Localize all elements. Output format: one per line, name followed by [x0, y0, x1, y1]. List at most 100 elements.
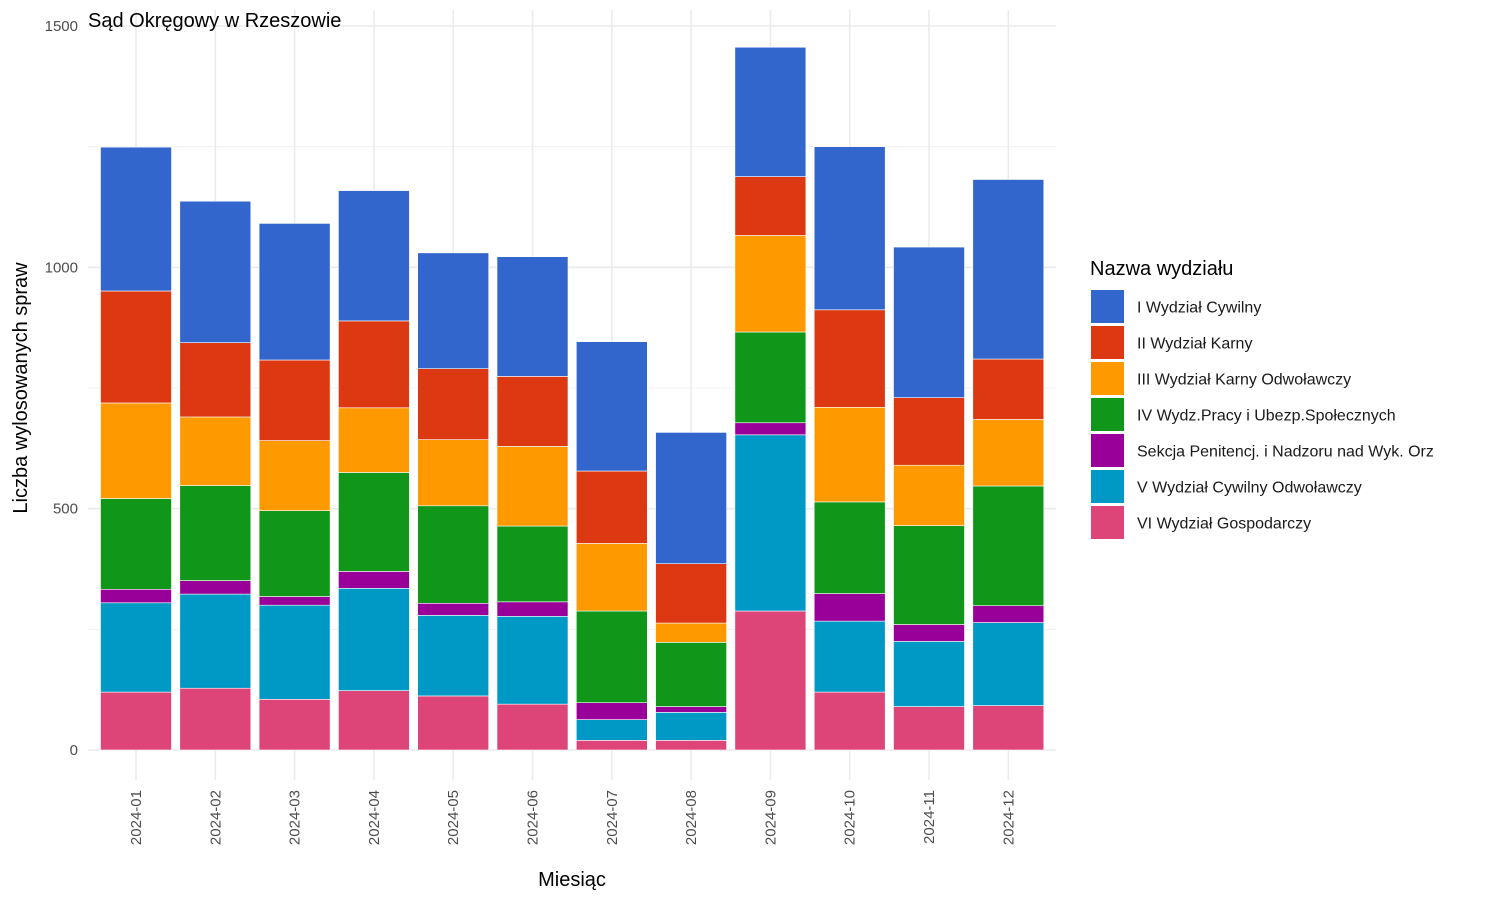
bar-segment	[417, 439, 490, 507]
x-tick-label: 2024-06	[525, 790, 542, 845]
y-tick-label: 500	[53, 501, 78, 518]
bar-segment	[813, 691, 886, 751]
bar-segment	[417, 505, 490, 604]
bar-segment	[100, 498, 172, 590]
bar-segment	[258, 699, 331, 751]
bar-segment	[655, 432, 727, 564]
bar-segment	[338, 588, 410, 691]
bar-segment	[417, 252, 490, 369]
bar-segment	[179, 200, 252, 343]
x-axis-ticks: 2024-01 2024-02 2024-03 2024-04 2024-05 2024-…	[128, 790, 1017, 845]
legend-label: IV Wydz.Pracy i Ubezp.Społecznych	[1137, 408, 1396, 425]
bar-segment	[972, 179, 1045, 360]
legend-key	[1091, 362, 1124, 395]
legend-label: II Wydział Karny	[1137, 336, 1252, 353]
bar-segment	[417, 602, 490, 616]
x-axis-title: Miesiąc	[538, 869, 606, 891]
bar-segment	[893, 397, 965, 466]
bar-segment	[179, 580, 252, 595]
legend-label: V Wydział Cywilny Odwoławczy	[1137, 480, 1362, 497]
x-tick-label: 2024-05	[445, 790, 462, 845]
x-tick-label: 2024-02	[207, 790, 224, 845]
bar-segment	[417, 368, 490, 440]
y-tick-label: 1000	[45, 259, 78, 276]
bar-segment	[258, 440, 331, 511]
bar-segment	[258, 510, 331, 597]
bar-segment	[575, 702, 648, 720]
legend-key	[1091, 326, 1124, 359]
bar-segment	[496, 616, 569, 705]
bar-segment	[575, 543, 648, 612]
bar-segment	[575, 470, 648, 544]
bar-segment	[972, 705, 1045, 751]
bar-segment	[813, 146, 886, 311]
bar-segment	[972, 485, 1045, 606]
bar-segment	[496, 601, 569, 617]
y-axis-title: Liczba wylosowanych spraw	[10, 262, 32, 514]
legend-key	[1091, 470, 1124, 503]
bar-segment	[417, 615, 490, 697]
bar-segment	[972, 605, 1045, 623]
x-tick-label: 2024-03	[287, 790, 304, 845]
x-tick-label: 2024-11	[921, 790, 938, 844]
bar-segment	[338, 190, 410, 322]
x-tick-label: 2024-07	[604, 790, 621, 845]
bar-segment	[893, 525, 965, 625]
bar-segment	[100, 290, 172, 404]
bar-segment	[893, 464, 965, 526]
legend-label: VI Wydział Gospodarczy	[1137, 516, 1311, 533]
y-axis-ticks: 0 500 1000 1500	[45, 18, 78, 759]
bar-segment	[496, 376, 569, 447]
bar-segment	[338, 472, 410, 572]
x-tick-label: 2024-10	[842, 790, 859, 845]
bar-segment	[655, 706, 727, 713]
bar-segment	[655, 642, 727, 707]
bar-segment	[100, 691, 172, 751]
legend-key	[1091, 434, 1124, 467]
bar-segment	[179, 416, 252, 486]
bar-segment	[575, 740, 648, 751]
bar-segment	[417, 695, 490, 751]
bar-segment	[575, 610, 648, 703]
bar-segment	[893, 706, 965, 751]
x-tick-label: 2024-12	[1000, 790, 1017, 845]
bar-segment	[813, 309, 886, 408]
bar-segment	[655, 712, 727, 741]
bar-segment	[575, 719, 648, 741]
bar-segment	[734, 434, 807, 612]
bar-segment	[100, 146, 172, 292]
bar-segment	[100, 588, 172, 604]
bar-segment	[734, 610, 807, 751]
bar-segment	[496, 446, 569, 527]
bars	[100, 46, 1045, 751]
legend-key	[1091, 506, 1124, 539]
bar-segment	[813, 501, 886, 594]
bar-segment	[258, 596, 331, 606]
bar-segment	[893, 624, 965, 642]
bar-segment	[179, 342, 252, 418]
bar-segment	[734, 235, 807, 333]
bar-segment	[655, 740, 727, 751]
bar-segment	[893, 246, 965, 398]
x-tick-label: 2024-01	[128, 790, 145, 845]
legend-label: III Wydział Karny Odwoławczy	[1137, 372, 1351, 389]
bar-segment	[258, 223, 331, 361]
bar-segment	[179, 485, 252, 581]
bar-segment	[893, 641, 965, 707]
bar-segment	[655, 563, 727, 624]
bar-segment	[813, 593, 886, 622]
legend-label: I Wydział Cywilny	[1137, 300, 1261, 317]
y-tick-label: 1500	[45, 18, 78, 35]
legend-title: Nazwa wydziału	[1090, 258, 1233, 280]
bar-segment	[338, 571, 410, 589]
bar-segment	[179, 593, 252, 689]
bar-segment	[179, 687, 252, 751]
bar-segment	[100, 402, 172, 499]
bar-segment	[972, 622, 1045, 706]
chart-title: Sąd Okręgowy w Rzeszowie	[88, 10, 341, 32]
bar-segment	[496, 256, 569, 377]
bar-segment	[734, 46, 807, 177]
bar-segment	[338, 407, 410, 473]
legend-label: Sekcja Penitencj. i Nadzoru nad Wyk. Orz	[1137, 444, 1434, 461]
bar-segment	[972, 419, 1045, 487]
